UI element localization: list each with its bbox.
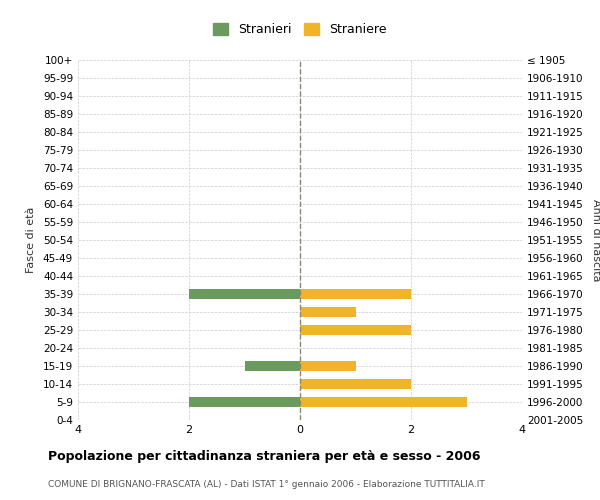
Bar <box>245 360 300 372</box>
Text: COMUNE DI BRIGNANO-FRASCATA (AL) - Dati ISTAT 1° gennaio 2006 - Elaborazione TUT: COMUNE DI BRIGNANO-FRASCATA (AL) - Dati … <box>48 480 485 489</box>
Text: Popolazione per cittadinanza straniera per età e sesso - 2006: Popolazione per cittadinanza straniera p… <box>48 450 481 463</box>
Bar <box>300 306 355 318</box>
Bar <box>300 324 411 336</box>
Bar <box>300 378 411 390</box>
Bar <box>300 396 467 407</box>
Bar <box>189 396 300 407</box>
Y-axis label: Fasce di età: Fasce di età <box>26 207 36 273</box>
Bar <box>189 288 300 300</box>
Legend: Stranieri, Straniere: Stranieri, Straniere <box>209 20 391 40</box>
Y-axis label: Anni di nascita: Anni di nascita <box>590 198 600 281</box>
Bar <box>300 360 355 372</box>
Bar <box>300 288 411 300</box>
